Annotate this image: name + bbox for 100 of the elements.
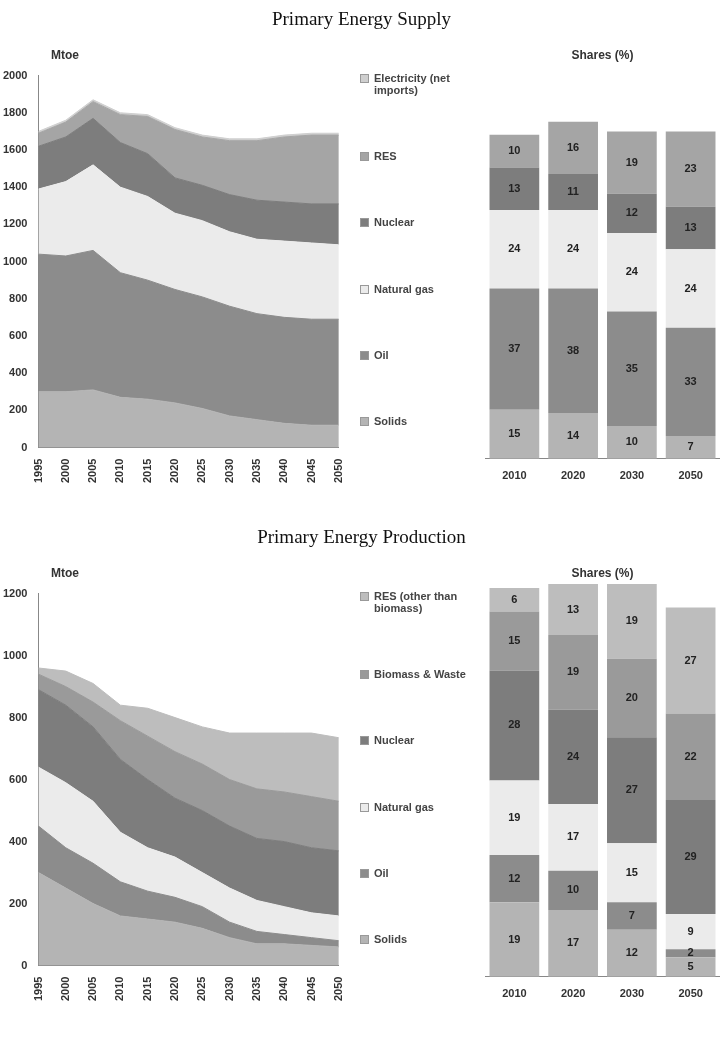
legend-label: Nuclear — [374, 216, 415, 229]
legend-label: RES (other than biomass) — [374, 590, 459, 614]
legend-label: RES — [374, 150, 397, 163]
chart-title: Primary Energy Production — [256, 526, 467, 548]
legend-label: Electricity (net imports) — [374, 72, 451, 96]
y-tick-label: 200 — [9, 403, 28, 416]
bar — [548, 412, 598, 459]
data-label: 29 — [684, 850, 697, 863]
data-label: 24 — [567, 242, 581, 255]
bar — [489, 288, 540, 410]
bar — [548, 121, 598, 175]
legend-label: Oil — [374, 866, 389, 879]
y-axis-title: Mtoe — [50, 48, 80, 64]
data-label: 19 — [625, 155, 638, 168]
bar — [489, 167, 540, 211]
y-axis-title: Mtoe — [50, 566, 80, 582]
bar — [489, 670, 540, 781]
legend-label: Natural gas — [374, 800, 434, 813]
bar — [548, 910, 598, 977]
legend-label: Solids — [374, 932, 408, 945]
x-tick-label: 2025 — [195, 976, 208, 1002]
y-tick-label: 400 — [9, 366, 28, 379]
data-label: 24 — [567, 749, 581, 762]
y-tick-label: 1200 — [2, 586, 28, 599]
bar — [607, 193, 657, 233]
bar — [607, 131, 657, 194]
data-label: 6 — [511, 592, 518, 605]
data-label: 17 — [567, 830, 580, 843]
bar — [489, 902, 540, 977]
data-label: 2 — [687, 946, 694, 959]
bar — [665, 327, 716, 436]
x-tick-label: 2025 — [195, 458, 208, 484]
x-tick-label: 1995 — [31, 458, 44, 484]
bar — [607, 902, 657, 930]
bar — [489, 210, 540, 289]
y-tick-label: 1000 — [2, 254, 28, 267]
bar — [665, 957, 716, 977]
bar — [607, 311, 657, 427]
bar — [548, 870, 598, 911]
bar — [665, 435, 716, 459]
x-tick-label: 2030 — [222, 458, 235, 484]
x-tick-label: 2045 — [304, 976, 317, 1002]
data-label: 19 — [508, 810, 521, 823]
x-tick-label: 2020 — [560, 987, 586, 1000]
x-tick-label: 2030 — [619, 469, 645, 482]
x-tick-label: 2020 — [560, 469, 586, 482]
data-label: 35 — [625, 361, 638, 374]
bar — [665, 206, 716, 250]
bar — [665, 607, 716, 714]
bar — [548, 210, 598, 289]
data-label: 15 — [508, 427, 521, 440]
y-tick-label: 200 — [9, 896, 28, 909]
bar — [607, 929, 657, 977]
x-tick-label: 2050 — [678, 987, 703, 1000]
y-tick-label: 2000 — [2, 68, 28, 81]
y-tick-label: 0 — [21, 440, 28, 453]
bar — [607, 843, 657, 903]
y-tick-label: 1600 — [2, 143, 28, 156]
data-label: 12 — [625, 206, 638, 219]
data-label: 19 — [508, 932, 521, 945]
data-label: 23 — [684, 162, 697, 175]
y-tick-label: 1200 — [2, 217, 28, 230]
data-label: 10 — [625, 435, 638, 448]
data-label: 7 — [628, 908, 635, 921]
x-tick-label: 1995 — [31, 976, 44, 1002]
x-tick-label: 2010 — [502, 987, 527, 1000]
x-tick-label: 2020 — [168, 976, 181, 1002]
data-label: 7 — [687, 440, 694, 453]
data-label: 19 — [567, 665, 580, 678]
data-label: 13 — [684, 221, 697, 234]
data-label: 10 — [567, 883, 580, 896]
bar — [548, 174, 598, 211]
bar — [489, 611, 540, 671]
x-tick-label: 2010 — [113, 976, 126, 1002]
x-tick-label: 2010 — [502, 469, 527, 482]
chart-title: Primary Energy Supply — [270, 8, 453, 30]
x-tick-label: 2050 — [678, 469, 703, 482]
x-tick-label: 2050 — [331, 976, 344, 1002]
x-tick-label: 2000 — [58, 458, 71, 484]
data-label: 11 — [567, 185, 579, 198]
bar — [665, 131, 716, 207]
bar — [665, 713, 716, 801]
data-label: 28 — [508, 718, 521, 731]
bar — [665, 913, 716, 950]
bar — [489, 134, 540, 168]
data-label: 20 — [625, 690, 638, 703]
x-tick-label: 2010 — [113, 458, 126, 484]
x-tick-label: 2005 — [86, 976, 99, 1002]
data-label: 13 — [567, 602, 580, 615]
bar — [489, 409, 540, 459]
data-label: 12 — [508, 871, 521, 884]
data-label: 24 — [684, 281, 698, 294]
bar — [548, 288, 598, 413]
bar — [607, 426, 657, 459]
x-tick-label: 2045 — [304, 458, 317, 484]
legend-label: Nuclear — [374, 734, 415, 747]
chart-title: Shares (%) — [570, 48, 635, 64]
bar — [665, 249, 716, 328]
x-tick-label: 2050 — [331, 458, 344, 484]
bar — [548, 709, 598, 804]
